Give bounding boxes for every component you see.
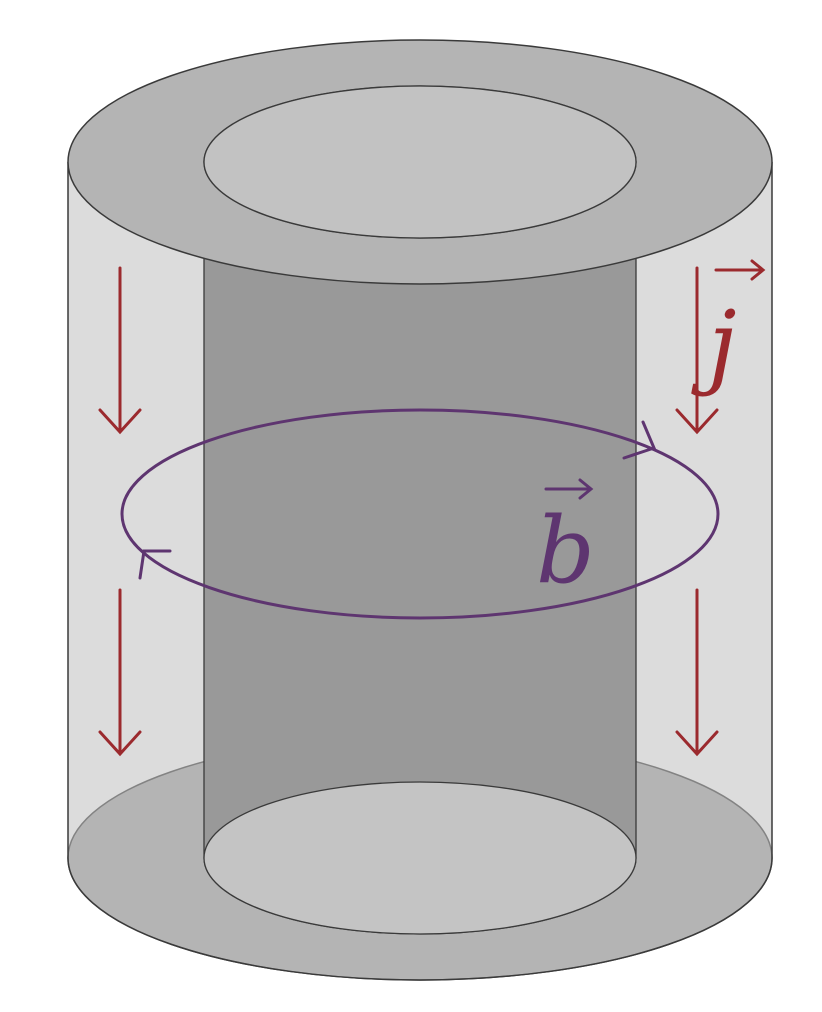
field-loop-arrow-left [138,549,172,580]
field-loop-arrow-right [622,420,657,460]
vector-arrow-icon [714,259,766,281]
current-arrow-top-right [675,266,719,435]
magnetic-field-loop [120,408,720,620]
vector-arrow-icon [544,478,594,500]
current-arrow-bottom-right [675,588,719,757]
current-arrows [98,266,719,757]
magnetic-field-symbol: b [536,497,595,604]
top-inner-disc [203,85,637,239]
magnetic-field-label: b [536,478,595,604]
current-arrow-top-left [98,266,142,435]
current-arrow-bottom-left [98,588,142,757]
bottom-inner-disc [203,781,637,935]
field-loop-ellipse [120,408,720,620]
bottom-outer-front-rim [67,857,773,981]
